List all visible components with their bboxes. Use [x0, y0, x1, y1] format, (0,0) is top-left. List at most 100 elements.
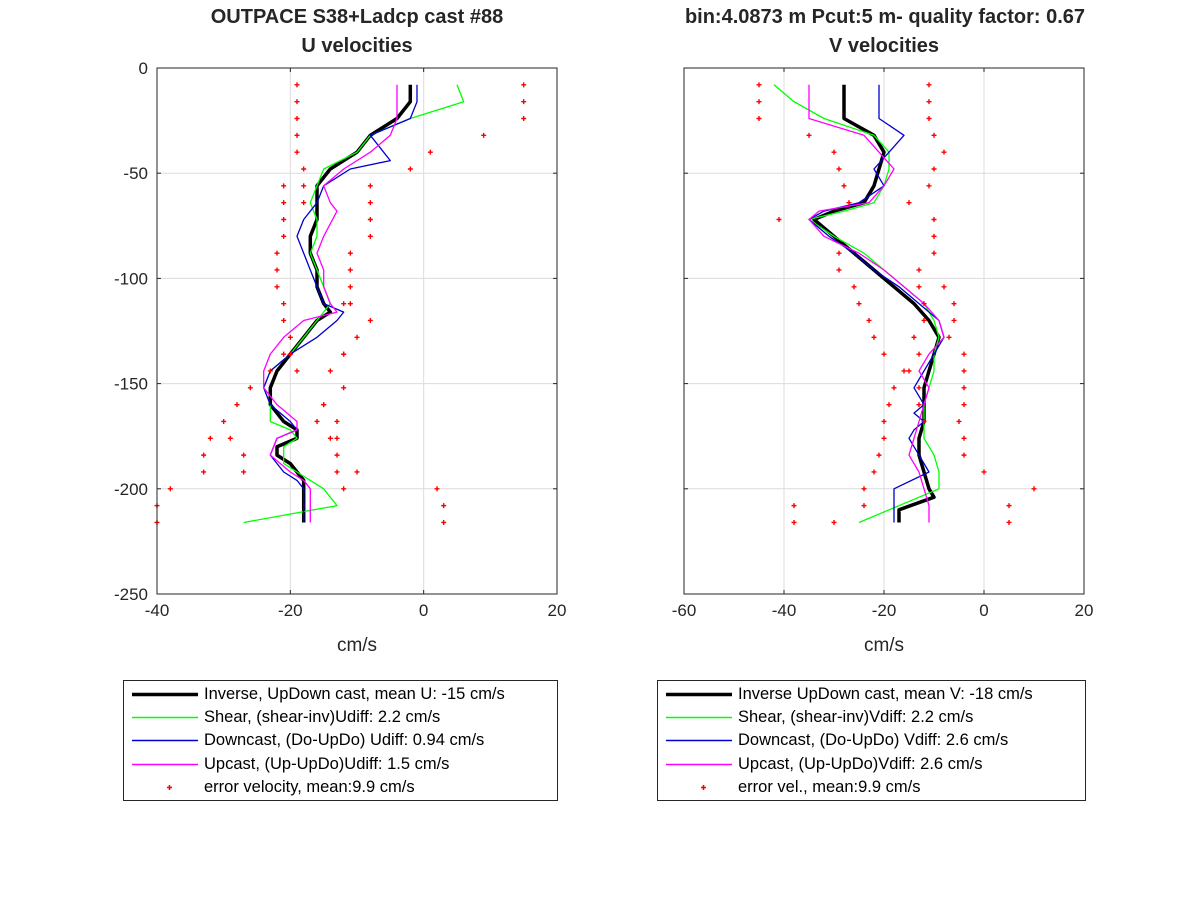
v-x-tick-label: 20 — [1075, 601, 1094, 620]
v-error-point — [916, 351, 922, 357]
u-error-point — [281, 183, 287, 189]
u-error-point — [347, 284, 353, 290]
v-legend-swatch-inverse — [666, 692, 732, 697]
v-error-point — [931, 132, 937, 138]
v-error-point — [926, 99, 932, 105]
u-legend-swatch-shear — [132, 716, 198, 719]
u-error-point — [281, 216, 287, 222]
v-error-point — [871, 334, 877, 340]
u-axes-frame — [156, 67, 558, 595]
v-error-point — [836, 267, 842, 273]
u-error-point — [341, 301, 347, 307]
u-plot-area — [157, 68, 557, 594]
u-error-point — [241, 469, 247, 475]
v-error-point — [926, 115, 932, 121]
u-legend-swatch-downcast — [132, 740, 198, 742]
v-error-point — [906, 200, 912, 206]
v-error-point — [806, 132, 812, 138]
v-error-point — [1006, 503, 1012, 509]
u-y-tick-label: -150 — [114, 375, 148, 394]
v-error-point — [931, 216, 937, 222]
v-error-point — [856, 301, 862, 307]
u-error-point — [274, 267, 280, 273]
v-legend-label: error vel., mean:9.9 cm/s — [738, 777, 921, 796]
u-error-point — [167, 486, 173, 492]
u-legend-label: Inverse, UpDown cast, mean U: -15 cm/s — [204, 685, 505, 703]
v-legend-swatch-upcast — [666, 763, 732, 765]
v-error-point — [871, 469, 877, 475]
u-upcast-line — [263, 84, 398, 523]
u-error-point — [521, 99, 527, 105]
u-error-point — [347, 267, 353, 273]
v-error-point — [916, 385, 922, 391]
u-error-point — [294, 115, 300, 121]
v-legend-label: Upcast, (Up-UpDo)Vdiff: 2.6 cm/s — [738, 754, 983, 773]
u-error-point — [367, 183, 373, 189]
v-error-point — [961, 368, 967, 374]
v-error-point — [756, 82, 762, 88]
u-error-point — [294, 132, 300, 138]
u-error-point — [407, 166, 413, 172]
v-error-point — [866, 317, 872, 323]
v-error-point — [836, 166, 842, 172]
u-error-point — [287, 334, 293, 340]
v-error-point — [906, 368, 912, 374]
v-error-point — [961, 435, 967, 441]
u-legend-label: Shear, (shear-inv)Udiff: 2.2 cm/s — [204, 708, 441, 727]
u-error-point — [241, 452, 247, 458]
v-error-point — [876, 452, 882, 458]
u-error-point — [521, 82, 527, 88]
v-upcast-line — [808, 84, 945, 523]
v-downcast-line — [808, 84, 945, 523]
v-error-point — [841, 183, 847, 189]
u-error-point — [341, 486, 347, 492]
v-legend-entry: Upcast, (Up-UpDo)Vdiff: 2.6 cm/s — [658, 753, 983, 776]
u-x-tick-label: 0 — [419, 601, 428, 620]
u-error-point — [354, 469, 360, 475]
u-y-tick-label: -100 — [114, 269, 148, 288]
u-legend-swatch-inverse — [132, 692, 198, 697]
v-error-point — [891, 385, 897, 391]
u-error-point — [441, 503, 447, 509]
u-error-point — [301, 183, 307, 189]
u-error-point — [207, 435, 213, 441]
u-error-point — [334, 452, 340, 458]
u-error-point — [367, 233, 373, 239]
u-error-point — [341, 351, 347, 357]
u-error-point — [347, 250, 353, 256]
u-error-point — [201, 469, 207, 475]
v-x-tick-label: -40 — [772, 601, 797, 620]
v-error-point — [791, 519, 797, 525]
u-panel-title: U velocities — [301, 35, 413, 57]
u-error-point — [321, 402, 327, 408]
v-error-point — [956, 418, 962, 424]
v-error-point — [916, 402, 922, 408]
v-error-point — [931, 250, 937, 256]
u-error-point — [234, 402, 240, 408]
v-error-point — [756, 99, 762, 105]
v-error-point — [961, 452, 967, 458]
u-error-point — [434, 486, 440, 492]
v-inverse-line — [812, 84, 941, 523]
v-error-point — [916, 267, 922, 273]
u-error-point — [301, 166, 307, 172]
v-error-point — [961, 351, 967, 357]
v-x-tick-label: 0 — [979, 601, 988, 620]
v-legend-label: Shear, (shear-inv)Vdiff: 2.2 cm/s — [738, 708, 974, 727]
u-error-point — [247, 385, 253, 391]
u-y-tick-label: -200 — [114, 480, 148, 499]
v-error-point — [921, 418, 927, 424]
u-legend-swatch-error — [167, 784, 172, 790]
v-error-point — [881, 351, 887, 357]
v-error-point — [861, 503, 867, 509]
v-error-point — [931, 166, 937, 172]
u-legend-label: error velocity, mean:9.9 cm/s — [204, 777, 415, 796]
v-error-point — [961, 402, 967, 408]
u-error-point — [221, 418, 227, 424]
u-legend-entry: Downcast, (Do-UpDo) Udiff: 0.94 cm/s — [124, 729, 484, 752]
u-legend-entry: Upcast, (Up-UpDo)Udiff: 1.5 cm/s — [124, 753, 449, 776]
v-error-point — [881, 435, 887, 441]
u-error-point — [427, 149, 433, 155]
